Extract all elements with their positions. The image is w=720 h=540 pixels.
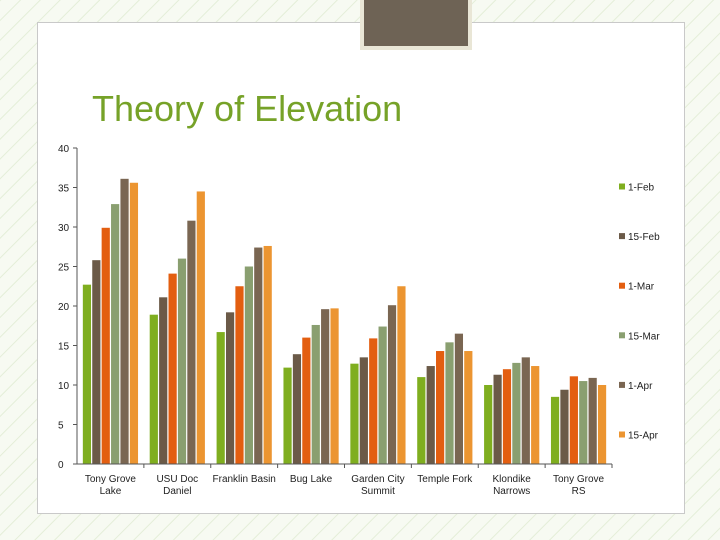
bar-15-apr-3 <box>263 245 272 464</box>
y-tick-label: 30 <box>58 223 70 234</box>
legend-swatch-15-mar <box>619 332 625 339</box>
x-category-label: Garden City Summit <box>351 474 404 497</box>
bar-15-mar-2 <box>177 258 187 464</box>
bar-1-feb-2 <box>149 314 158 464</box>
bar-15-apr-1 <box>129 182 139 464</box>
bar-1-apr-3 <box>254 247 263 464</box>
x-category-label: Temple Fork <box>417 474 473 485</box>
bar-15-apr-6 <box>464 351 473 464</box>
bar-15-apr-8 <box>597 385 607 464</box>
x-category-label: Tony Grove RS <box>553 474 605 497</box>
x-category-label-line: Garden City <box>351 474 404 485</box>
legend-label-1-mar: 1-Mar <box>628 282 655 293</box>
bar-15-mar-7 <box>512 362 521 464</box>
x-category-label: Bug Lake <box>290 474 333 485</box>
x-category-label-line: USU Doc <box>156 474 198 485</box>
bar-15-apr-4 <box>330 308 339 464</box>
bar-15-feb-5 <box>359 357 368 464</box>
x-category-label-line: Temple Fork <box>417 474 473 485</box>
bar-15-apr-2 <box>196 191 205 464</box>
bar-1-apr-8 <box>588 377 597 464</box>
bar-1-mar-6 <box>436 351 445 464</box>
bar-1-apr-7 <box>521 357 530 464</box>
bar-15-feb-1 <box>92 260 101 464</box>
bar-1-mar-7 <box>502 369 512 464</box>
x-category-label-line: Daniel <box>163 486 191 497</box>
bar-1-apr-2 <box>187 220 196 464</box>
bar-1-feb-6 <box>417 377 426 464</box>
bar-1-feb-7 <box>484 385 493 464</box>
x-category-label: Franklin Basin <box>213 474 276 485</box>
legend-label-1-feb: 1-Feb <box>628 183 655 194</box>
legend-swatch-15-feb <box>619 233 625 240</box>
bar-15-mar-8 <box>579 381 588 464</box>
bar-1-feb-8 <box>550 396 560 464</box>
bar-series-group <box>82 178 607 464</box>
legend-label-15-feb: 15-Feb <box>628 232 660 243</box>
x-category-label: Klondike Narrows <box>493 474 532 497</box>
y-tick-label: 5 <box>58 421 64 432</box>
bar-1-apr-6 <box>454 333 464 464</box>
bar-15-mar-3 <box>244 266 253 464</box>
bar-1-mar-2 <box>168 273 177 464</box>
x-category-label-line: Franklin Basin <box>213 474 276 485</box>
bar-15-mar-6 <box>445 342 454 464</box>
bar-15-feb-8 <box>560 389 569 464</box>
bar-1-mar-5 <box>369 338 378 464</box>
bar-15-feb-2 <box>159 297 168 464</box>
x-category-label-line: RS <box>572 486 586 497</box>
bar-1-mar-8 <box>569 376 578 464</box>
bar-15-mar-1 <box>111 204 120 464</box>
bar-1-feb-5 <box>350 363 359 464</box>
bar-15-mar-4 <box>311 324 320 464</box>
legend-swatch-1-mar <box>619 282 625 289</box>
y-tick-label: 25 <box>58 263 70 274</box>
y-tick-label: 35 <box>58 184 70 195</box>
x-category-label-line: Bug Lake <box>290 474 333 485</box>
bar-1-mar-3 <box>235 286 244 464</box>
x-category-label-line: Klondike <box>493 474 532 485</box>
legend-swatch-15-apr <box>619 431 625 438</box>
bar-1-feb-3 <box>216 332 225 464</box>
x-category-label-line: Lake <box>100 486 122 497</box>
y-axis: 0 5 10 15 20 25 30 35 40 <box>58 144 78 471</box>
bar-1-apr-4 <box>321 309 330 464</box>
bar-15-feb-3 <box>225 312 235 464</box>
legend-swatch-1-apr <box>619 381 625 388</box>
bar-15-feb-6 <box>426 366 435 464</box>
legend-label-15-mar: 15-Mar <box>628 331 660 342</box>
y-tick-label: 15 <box>58 342 70 353</box>
bar-15-mar-5 <box>378 326 387 464</box>
bar-1-apr-5 <box>387 305 397 464</box>
y-tick-label: 10 <box>58 381 70 392</box>
bar-1-apr-1 <box>120 178 129 464</box>
slide-title: Theory of Elevation <box>92 88 403 129</box>
bar-15-apr-7 <box>531 366 540 464</box>
y-tick-label: 20 <box>58 302 70 313</box>
x-category-label: Tony Grove Lake <box>85 474 137 497</box>
bar-1-mar-4 <box>302 337 311 464</box>
x-category-label-line: Summit <box>361 486 395 497</box>
y-tick-label: 0 <box>58 460 64 471</box>
x-category-label-line: Narrows <box>493 486 530 497</box>
bar-1-feb-1 <box>82 284 92 464</box>
bar-15-apr-5 <box>397 286 406 464</box>
legend-label-1-apr: 1-Apr <box>628 381 653 392</box>
x-category-label: USU Doc Daniel <box>156 474 198 497</box>
bar-15-feb-4 <box>292 354 302 464</box>
bar-1-feb-4 <box>283 367 292 464</box>
y-tick-label: 40 <box>58 144 70 155</box>
bar-1-mar-1 <box>101 227 110 464</box>
x-category-label-line: Tony Grove <box>85 474 137 485</box>
decorative-tab <box>360 0 472 50</box>
legend: 1-Feb 15-Feb 1-Mar 15-Mar 1-Apr 15-Apr <box>619 183 660 442</box>
x-category-label-line: Tony Grove <box>553 474 605 485</box>
legend-label-15-apr: 15-Apr <box>628 431 659 442</box>
legend-swatch-1-feb <box>619 183 625 190</box>
bar-15-feb-7 <box>493 374 502 464</box>
